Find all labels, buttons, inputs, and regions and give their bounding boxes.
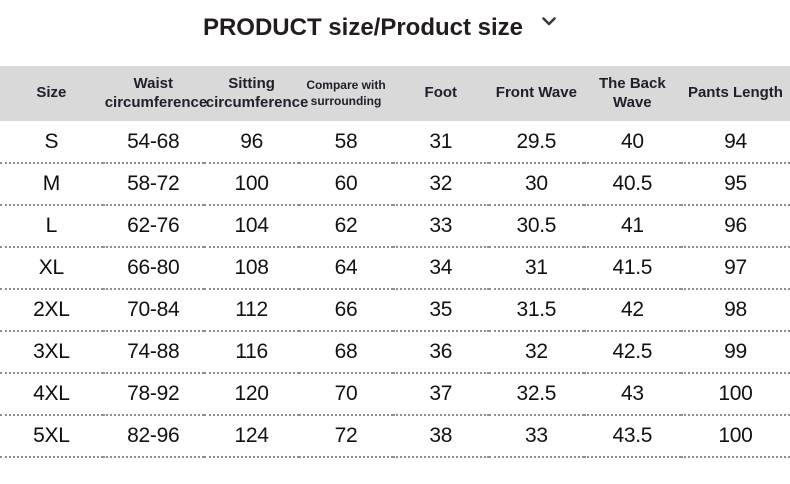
value-cell: 42 (620, 298, 644, 321)
value-cell: 97 (724, 256, 747, 279)
value-cell: 68 (334, 340, 358, 363)
section-header: PRODUCT size/Product size (0, 0, 790, 66)
collapse-section-button[interactable] (538, 10, 560, 32)
value-cell: 40 (620, 129, 644, 153)
value-cell: 78-92 (127, 382, 180, 405)
value-cell: 33 (429, 214, 453, 237)
table-row: 5XL 82-96 124 72 38 33 43.5 100 (0, 415, 790, 457)
value-cell: 124 (234, 424, 269, 447)
value-cell: 96 (240, 129, 263, 153)
value-cell: 70-84 (127, 298, 180, 321)
value-cell: 116 (235, 340, 268, 363)
value-cell: 74-88 (127, 340, 180, 363)
value-cell: 95 (724, 172, 747, 195)
value-cell: 66 (334, 298, 358, 321)
value-cell: 41.5 (612, 256, 653, 279)
table-row: M 58-72 100 60 32 30 40.5 95 (0, 163, 790, 205)
value-cell: 98 (724, 298, 747, 321)
value-cell: 43 (620, 382, 644, 405)
value-cell: 34 (429, 256, 453, 279)
value-cell: 62-76 (127, 214, 180, 237)
value-cell: 30 (524, 172, 548, 195)
column-header: Compare with surrounding (306, 77, 386, 108)
value-cell: 99 (724, 340, 747, 363)
value-cell: 31 (429, 129, 453, 153)
column-header: The Back Wave (598, 74, 666, 111)
size-cell: S (44, 129, 59, 153)
column-header: Foot (424, 84, 458, 102)
value-cell: 72 (334, 424, 358, 447)
value-cell: 104 (234, 214, 269, 237)
value-cell: 100 (718, 424, 753, 447)
size-table-body: S 54-68 96 58 31 29.5 40 94 M 58-72 100 60 32 30 40.5 9… (0, 121, 790, 457)
value-cell: 100 (718, 382, 753, 405)
value-cell: 62 (334, 214, 358, 237)
size-table: Size Waist circumference Sitting circumfer… (0, 66, 790, 458)
value-cell: 58-72 (127, 172, 180, 195)
value-cell: 112 (235, 298, 268, 321)
value-cell: 35 (429, 298, 453, 321)
table-row: 4XL 78-92 120 70 37 32.5 43 100 (0, 373, 790, 415)
table-row: 3XL 74-88 116 68 36 32 42.5 99 (0, 331, 790, 373)
value-cell: 108 (234, 256, 269, 279)
table-row: XL 66-80 108 64 34 31 41.5 97 (0, 247, 790, 289)
value-cell: 66-80 (127, 256, 180, 279)
table-row: 2XL 70-84 112 66 35 31.5 42 98 (0, 289, 790, 331)
value-cell: 31 (524, 256, 548, 279)
value-cell: 43.5 (612, 424, 653, 447)
value-cell: 100 (234, 172, 269, 195)
size-cell: L (45, 214, 58, 237)
value-cell: 120 (234, 382, 269, 405)
value-cell: 42.5 (612, 340, 653, 363)
size-cell: 2XL (33, 298, 70, 321)
size-cell: 3XL (33, 340, 70, 363)
value-cell: 32 (429, 172, 453, 195)
value-cell: 94 (724, 129, 747, 153)
value-cell: 30.5 (516, 214, 557, 237)
size-table-head: Size Waist circumference Sitting circumfer… (0, 66, 790, 121)
column-header: Size (36, 84, 67, 102)
header-row: Size Waist circumference Sitting circumfer… (0, 66, 790, 121)
value-cell: 40.5 (612, 172, 653, 195)
value-cell: 31.5 (516, 298, 557, 321)
value-cell: 54-68 (127, 129, 180, 153)
chevron-down-icon (542, 16, 556, 26)
table-row: L 62-76 104 62 33 30.5 41 96 (0, 205, 790, 247)
value-cell: 96 (724, 214, 747, 237)
size-cell: 5XL (33, 424, 70, 447)
column-header: Front Wave (495, 84, 577, 102)
value-cell: 60 (334, 172, 358, 195)
value-cell: 37 (429, 382, 453, 405)
table-row: S 54-68 96 58 31 29.5 40 94 (0, 121, 790, 163)
section-title: PRODUCT size/Product size (202, 14, 524, 41)
value-cell: 70 (334, 382, 358, 405)
value-cell: 36 (429, 340, 453, 363)
column-header: Sitting circumference (205, 74, 309, 111)
value-cell: 29.5 (516, 129, 557, 153)
value-cell: 41 (620, 214, 644, 237)
size-cell: M (42, 172, 61, 195)
value-cell: 82-96 (127, 424, 180, 447)
column-header: Waist circumference (104, 74, 208, 111)
size-cell: 4XL (33, 382, 70, 405)
value-cell: 33 (524, 424, 548, 447)
value-cell: 64 (334, 256, 358, 279)
value-cell: 32 (524, 340, 548, 363)
column-header: Pants Length (687, 84, 783, 102)
value-cell: 32.5 (516, 382, 557, 405)
value-cell: 38 (429, 424, 453, 447)
value-cell: 58 (334, 129, 358, 153)
size-cell: XL (38, 256, 64, 279)
